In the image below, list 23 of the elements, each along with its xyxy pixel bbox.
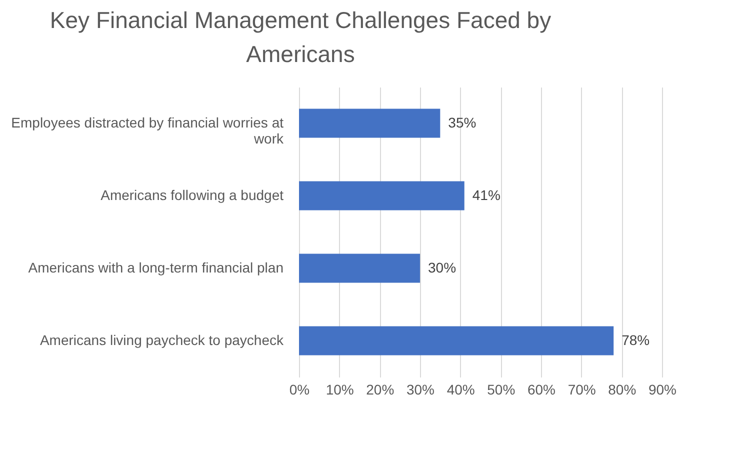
data-label: 41% [472, 186, 500, 203]
bar [299, 254, 420, 283]
y-tick-label: Americans following a budget [100, 186, 284, 203]
y-tick-label: Employees distracted by financial worries at work [11, 114, 284, 146]
chart-title: Key Financial Management Challenges Faced by Americans [50, 7, 552, 67]
x-tick-label: 20% [366, 382, 394, 398]
x-tick-label: 90% [648, 382, 677, 398]
y-tick-label: Americans with a long-term financial plan [28, 259, 284, 276]
data-label: 35% [448, 114, 476, 130]
bar [299, 108, 440, 138]
bar [299, 326, 614, 356]
x-tick-label: 0% [289, 382, 310, 398]
x-tick-label: 80% [608, 382, 636, 398]
x-tick-label: 50% [487, 382, 516, 398]
data-label: 78% [622, 332, 650, 348]
x-tick-label: 10% [326, 382, 354, 398]
y-tick-label: Americans living paycheck to paycheck [40, 332, 284, 348]
x-tick-label: 70% [568, 382, 596, 398]
bar [299, 181, 464, 210]
x-tick-label: 30% [406, 382, 435, 398]
x-tick-label: 40% [446, 382, 475, 398]
x-tick-label: 60% [527, 382, 556, 398]
data-label: 30% [428, 259, 456, 276]
